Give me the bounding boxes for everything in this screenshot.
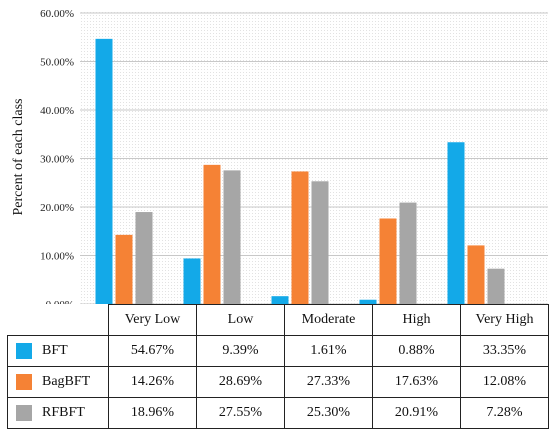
- y-tick-label: 50.00%: [40, 57, 74, 69]
- y-tick-label: 10.00%: [40, 251, 74, 263]
- y-tick-label: 40.00%: [40, 105, 74, 117]
- data-label: 1.61%: [284, 335, 373, 367]
- series-label: BFT: [7, 335, 109, 367]
- legend-swatch: [16, 342, 32, 359]
- table-row: RFBFT 18.96% 27.55% 25.30% 20.91% 7.28%: [7, 397, 549, 429]
- y-tick-label: 20.00%: [40, 202, 74, 214]
- bar-bft-moderate: [271, 296, 289, 304]
- data-label: 27.33%: [284, 366, 373, 398]
- data-label: 9.39%: [196, 335, 285, 367]
- bar-bagbft-high: [379, 218, 397, 304]
- category-header: Moderate: [284, 304, 373, 336]
- data-table: Very Low Low Moderate High Very High BFT 54.6…: [7, 304, 549, 429]
- y-tick-label: 30.00%: [40, 154, 74, 166]
- data-label: 0.88%: [372, 335, 461, 367]
- category-header: Very Low: [108, 304, 197, 336]
- category-header: High: [372, 304, 461, 336]
- data-label: 20.91%: [372, 397, 461, 429]
- data-label: 33.35%: [460, 335, 549, 367]
- data-label: 54.67%: [108, 335, 197, 367]
- data-label: 27.55%: [196, 397, 285, 429]
- bar-bagbft-moderate: [291, 171, 309, 304]
- bar-bft-very-low: [95, 38, 113, 304]
- category-header: Low: [196, 304, 285, 336]
- bar-bft-high: [359, 299, 377, 304]
- y-axis-label: Percent of each class: [11, 99, 26, 216]
- data-label: 28.69%: [196, 366, 285, 398]
- data-label: 12.08%: [460, 366, 549, 398]
- table-row: BFT 54.67% 9.39% 1.61% 0.88% 33.35%: [7, 335, 549, 367]
- legend-swatch: [16, 404, 32, 421]
- bar-chart: 0.00% 10.00% 20.00% 30.00% 40.00% 50.00% 60.00…: [11, 8, 548, 304]
- bar-bft-low: [183, 258, 201, 304]
- series-name: BagBFT: [42, 373, 91, 389]
- bar-bft-very-high: [447, 142, 465, 304]
- data-label: 17.63%: [372, 366, 461, 398]
- bar-rfbft-very-high: [487, 268, 505, 304]
- table-row: BagBFT 14.26% 28.69% 27.33% 17.63% 12.08%: [7, 366, 549, 398]
- y-tick-label: 0.00%: [46, 299, 74, 304]
- data-label: 14.26%: [108, 366, 197, 398]
- y-tick-label: 60.00%: [40, 8, 74, 20]
- series-label: BagBFT: [7, 366, 109, 398]
- series-label: RFBFT: [7, 397, 109, 429]
- bar-rfbft-very-low: [135, 212, 153, 304]
- series-name: RFBFT: [42, 404, 85, 420]
- category-header: Very High: [460, 304, 549, 336]
- data-label: 7.28%: [460, 397, 549, 429]
- legend-swatch: [16, 373, 32, 390]
- table-corner: [7, 304, 109, 336]
- bar-bagbft-low: [203, 164, 221, 304]
- bar-bagbft-very-high: [467, 245, 485, 304]
- bar-rfbft-high: [399, 202, 417, 304]
- series-name: BFT: [42, 342, 68, 358]
- data-label: 18.96%: [108, 397, 197, 429]
- bar-rfbft-moderate: [311, 181, 329, 304]
- data-label: 25.30%: [284, 397, 373, 429]
- bar-bagbft-very-low: [115, 234, 133, 304]
- bar-rfbft-low: [223, 170, 241, 304]
- table-header-row: Very Low Low Moderate High Very High: [7, 304, 549, 336]
